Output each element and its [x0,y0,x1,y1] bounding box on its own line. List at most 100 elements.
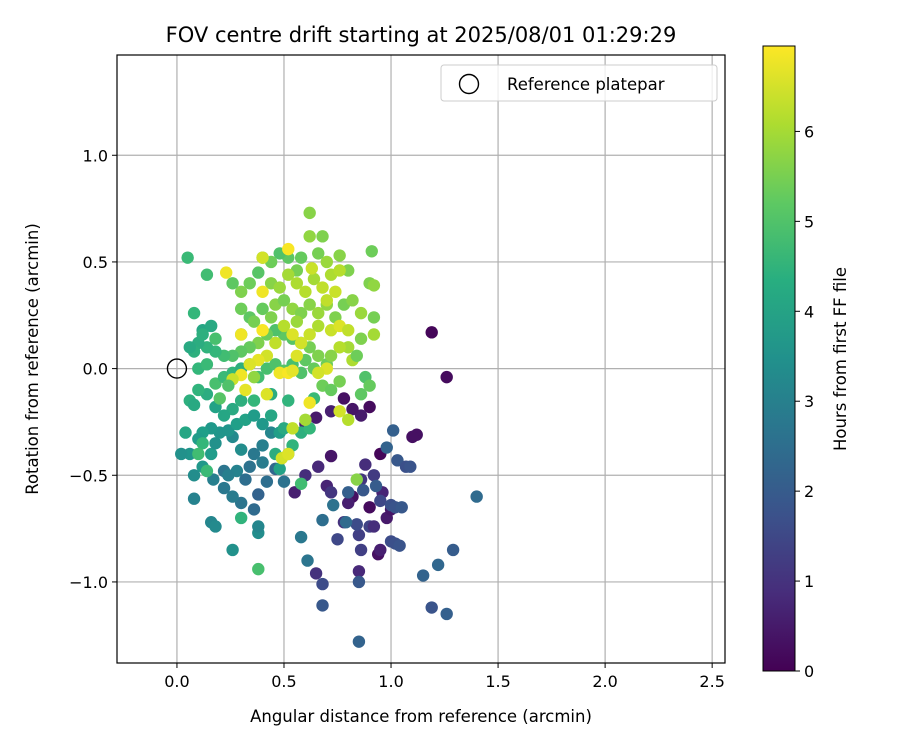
data-point-70 [260,475,274,488]
data-point-129 [187,398,201,412]
data-point-107 [247,409,261,422]
data-point-154 [312,349,325,362]
data-point-52 [446,543,460,557]
data-point-41 [395,501,408,514]
data-point-136 [294,477,308,490]
data-point-51 [431,558,445,572]
x-tick-label-2: 1.0 [378,672,403,691]
data-point-195 [346,294,359,307]
data-point-35 [331,533,344,546]
data-point-46 [316,599,329,612]
data-point-219 [273,281,286,294]
legend-marker-icon [458,73,480,95]
data-point-100 [187,469,201,482]
data-point-23 [309,567,323,580]
data-point-49 [425,601,438,614]
data-point-15 [288,486,301,499]
data-point-103 [209,437,222,450]
data-point-264 [367,328,381,341]
data-point-227 [329,285,342,298]
data-point-73 [234,496,248,510]
data-point-231 [294,336,308,350]
data-point-54 [470,490,483,503]
data-point-253 [342,341,355,354]
legend-label: Reference platepar [507,75,665,94]
y-axis-label: Rotation from reference (arcmin) [23,223,42,495]
data-point-223 [307,272,321,286]
data-point-151 [324,383,338,397]
data-point-36 [350,518,363,531]
data-point-33 [367,520,381,533]
y-tick-label-1: −0.5 [69,466,108,485]
data-point-233 [277,319,291,333]
data-point-245 [290,349,304,362]
data-point-18 [363,501,376,514]
data-point-76 [207,473,220,486]
data-point-176 [187,306,201,320]
data-point-10 [309,411,323,424]
data-point-131 [196,437,209,450]
data-point-8 [337,392,351,405]
data-point-72 [247,503,261,516]
data-point-21 [374,543,387,557]
data-point-221 [290,277,304,290]
data-point-179 [209,332,222,345]
data-point-58 [404,460,417,473]
x-tick-label-3: 1.5 [485,672,510,691]
data-point-22 [352,565,366,578]
data-point-242 [273,366,286,380]
colorbar-tick-label-3: 3 [804,392,814,411]
data-point-61 [356,484,370,497]
data-point-9 [324,405,338,418]
data-point-279 [222,379,235,392]
colorbar-tick-label-6: 6 [804,122,814,141]
colorbar-tick-label-2: 2 [804,482,814,501]
data-point-190 [303,298,316,311]
data-point-64 [327,498,340,512]
colorbar-tick-label-1: 1 [804,572,814,591]
data-point-185 [264,311,278,324]
data-point-127 [192,383,205,397]
data-point-98 [183,447,196,461]
data-point-200 [365,245,378,258]
plot-frame [116,54,726,664]
colorbar: 0 1 2 3 4 5 6 Hours from first FF file [762,45,850,681]
data-point-214 [252,266,265,279]
data-point-47 [352,575,366,589]
data-point-25 [359,458,372,471]
data-point-152 [333,375,346,388]
data-point-224 [316,281,329,294]
data-point-172 [200,358,214,371]
data-point-248 [342,413,355,426]
data-point-228 [320,294,334,307]
colorbar-gradient [762,45,796,672]
legend: Reference platepar [440,64,718,102]
data-point-262 [219,266,233,279]
data-point-1 [440,370,453,384]
data-point-241 [260,388,274,401]
data-point-53 [416,569,430,582]
data-point-260 [282,242,295,256]
data-point-174 [204,319,218,333]
data-point-268 [299,413,312,426]
data-point-277 [247,370,261,384]
data-point-56 [391,454,404,467]
data-point-203 [320,255,334,269]
data-point-45 [316,577,329,591]
data-point-272 [363,379,376,392]
data-point-275 [324,349,338,362]
data-point-134 [234,511,248,525]
data-point-102 [204,447,218,461]
data-point-80 [226,543,239,557]
data-point-3 [406,430,419,444]
data-point-27 [352,528,366,542]
data-point-88 [243,460,256,473]
data-point-205 [303,230,316,243]
data-point-68 [277,475,291,488]
data-point-83 [256,456,269,469]
data-point-60 [369,479,383,493]
data-point-232 [286,328,299,341]
data-point-251 [342,324,355,337]
data-point-206 [316,230,329,243]
x-tick-label-1: 0.5 [271,672,296,691]
